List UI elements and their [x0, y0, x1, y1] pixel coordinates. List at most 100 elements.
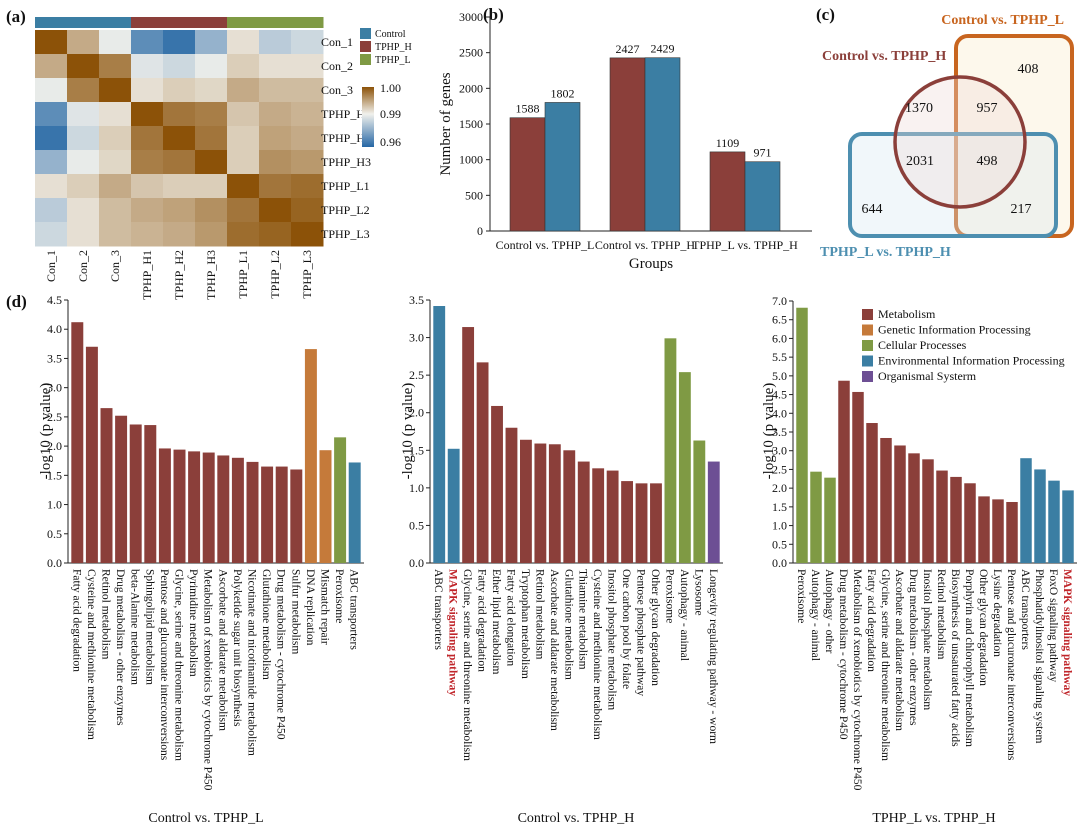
bar-value-label: 2427 — [616, 42, 640, 56]
y-tick-label: 1.0 — [47, 498, 62, 512]
category-label: Peroxisome — [795, 569, 807, 623]
bar-metabolism — [621, 481, 633, 563]
y-tick-label: 1500 — [459, 117, 483, 131]
y-axis-title: -log10 (p value) — [38, 383, 54, 480]
heatmap-cell — [163, 30, 196, 55]
heatmap-cell — [35, 222, 68, 247]
heatmap-cell — [259, 174, 292, 199]
bar-metabolism — [71, 322, 84, 563]
category-label: Pentose phosphate pathway — [635, 569, 647, 696]
bar-environmental — [447, 448, 460, 563]
heatmap-cell — [195, 78, 228, 103]
y-tick-label: 0 — [477, 224, 483, 238]
heatmap-cell — [35, 150, 68, 175]
heatmap-cell — [291, 30, 324, 55]
bar-down — [544, 102, 581, 232]
heatmap-cell — [67, 78, 100, 103]
category-label: Tryptophan metabolism — [519, 569, 531, 679]
bar-metabolism — [577, 461, 590, 563]
bar-metabolism — [548, 444, 561, 563]
category-label: Porphyrin and chlorophyll metabolism — [963, 569, 975, 747]
y-tick-label: 5.0 — [772, 369, 787, 383]
heatmap-cell — [291, 102, 324, 127]
venn-count-all-three: 498 — [977, 154, 998, 169]
group-title: Control vs. TPHP_L — [148, 811, 263, 826]
enrichment-panel-d1: 0.0 0.5 1.0 1.5 2.0 2.5 3.0 3.5 4.0 4.5 Fatty acid… — [38, 293, 364, 826]
colorbar-tick: 1.00 — [380, 81, 401, 95]
venn-count-l-only: 408 — [1018, 62, 1039, 77]
venn-title-l-h: TPHP_L vs. TPHP_H — [820, 245, 951, 260]
bar-cellular — [824, 477, 836, 563]
heatmap-cell — [163, 150, 196, 175]
group-title: Control vs. TPHP_H — [518, 811, 635, 826]
y-tick-label: 0.5 — [772, 537, 787, 551]
heatmap-cell — [195, 54, 228, 79]
bar-cellular — [810, 471, 822, 563]
y-tick-label: 3.0 — [47, 381, 62, 395]
panel-label-a: (a) — [6, 7, 26, 26]
category-label: ABC transporters — [432, 569, 444, 650]
col-label: TPHP_H3 — [204, 250, 218, 300]
y-tick-label: 4.0 — [47, 322, 62, 336]
group-bar-cell — [227, 17, 260, 28]
bar-cellular — [678, 372, 691, 563]
row-label: TPHP_H3 — [321, 155, 371, 169]
bar-up — [509, 117, 546, 232]
bar-metabolism — [606, 470, 619, 563]
heatmap-cell — [291, 54, 324, 79]
category-label: Retinol metabolism — [100, 569, 112, 659]
bar-genetic — [304, 349, 317, 563]
heatmap-cell — [131, 54, 164, 79]
venn-set-l-h — [848, 132, 1058, 238]
x-category-label: TPHP_L vs. TPHP_H — [692, 238, 798, 252]
col-label: Con_2 — [76, 250, 90, 282]
venn-title-control-l: Control vs. TPHP_L — [941, 13, 1064, 28]
heatmap-cell — [131, 174, 164, 199]
heatmap-cell — [163, 78, 196, 103]
col-label: TPHP_H1 — [140, 250, 154, 300]
bar-value-label: 1109 — [716, 136, 740, 150]
x-category-label: Control vs. TPHP_L — [496, 238, 595, 252]
category-label: Ascorbate and aldarate metabolism — [893, 569, 905, 731]
bar-metabolism — [534, 443, 547, 563]
y-tick-label: 2.0 — [409, 406, 424, 420]
group-bar-cell — [131, 17, 164, 28]
bar-metabolism — [635, 483, 648, 563]
legend-swatch-cellular — [862, 340, 873, 351]
y-tick-label: 4.0 — [772, 406, 787, 420]
bar-metabolism — [866, 423, 878, 563]
legend-label: Organismal Systerm — [878, 369, 977, 383]
category-label: One carbon pool by folate — [620, 569, 632, 689]
category-label: Thiamine metabolism — [577, 569, 589, 670]
y-tick-label: 1.5 — [772, 500, 787, 514]
bar-metabolism — [1006, 501, 1018, 563]
row-label: TPHP_L3 — [321, 227, 370, 241]
y-tick-label: 7.0 — [772, 294, 787, 308]
heatmap-cell — [195, 198, 228, 223]
y-tick-label: 3.0 — [772, 444, 787, 458]
bar-metabolism — [158, 448, 171, 563]
category-label: ABC transporters — [1019, 569, 1031, 650]
heatmap-panel: Con_1 Con_1 Con_2 Con_2 Con_3 Con_3 TPHP_H1 TPH… — [35, 17, 412, 300]
category-label: Retinol metabolism — [533, 569, 545, 659]
category-label: Glycine, serine and threonine metabolism — [461, 569, 473, 761]
y-tick-label: 0.5 — [47, 527, 62, 541]
bar-metabolism — [173, 449, 186, 563]
heatmap-cell — [99, 78, 132, 103]
heatmap-cell — [163, 222, 196, 247]
category-label: Biosynthesis of unsaturated fatty acids — [949, 569, 961, 747]
bar-metabolism — [650, 483, 662, 563]
heatmap-cell — [131, 78, 164, 103]
y-tick-label: 500 — [465, 188, 483, 202]
category-label: Sulfur metabolism — [289, 569, 301, 654]
category-label: Ether lipid metabolism — [490, 569, 502, 674]
bar-down — [744, 161, 781, 232]
bar-metabolism — [246, 461, 259, 563]
y-tick-label: 6.0 — [772, 331, 787, 345]
heatmap-cell — [131, 222, 164, 247]
panel-label-c: (c) — [816, 5, 835, 24]
group-bar-cell — [291, 17, 324, 28]
heatmap-cell — [35, 102, 68, 127]
heatmap-cell — [195, 126, 228, 151]
heatmap-cell — [99, 126, 132, 151]
